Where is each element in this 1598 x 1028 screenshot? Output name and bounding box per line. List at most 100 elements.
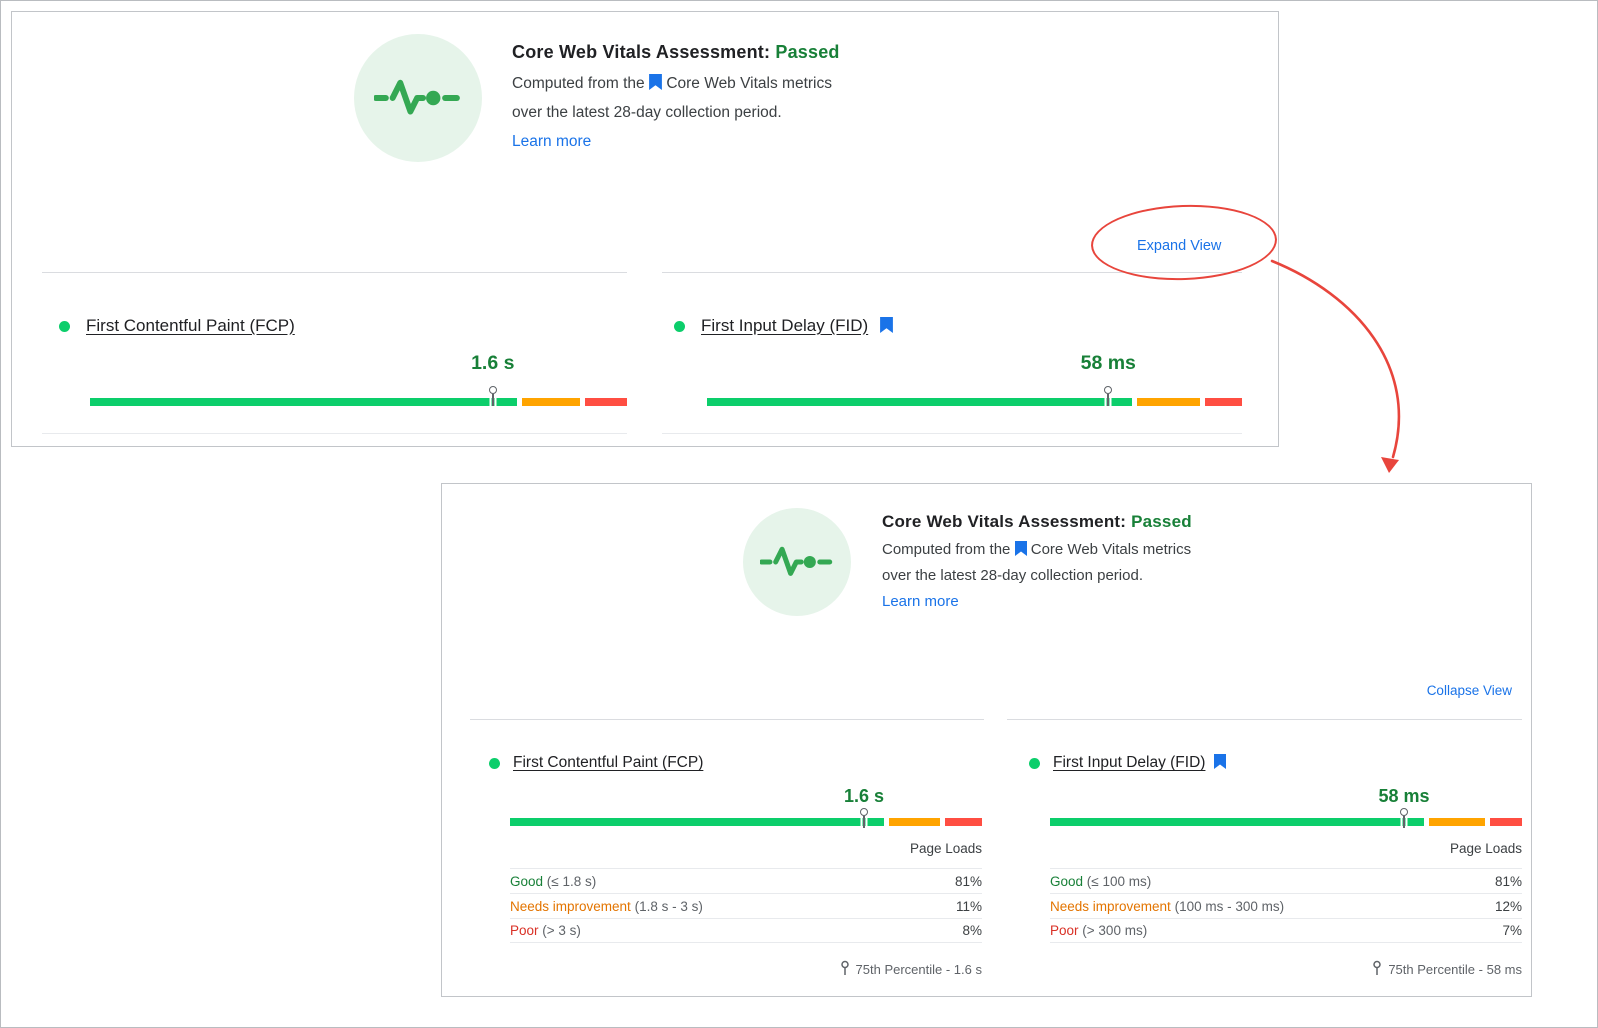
collapsed-panel: Core Web Vitals Assessment: Passed Compu…: [11, 11, 1279, 447]
fcp-metric-link[interactable]: First Contentful Paint (FCP): [513, 754, 704, 771]
fid-needs-improvement-segment: [1137, 398, 1201, 406]
desc-prefix: Computed from the: [512, 75, 645, 92]
fid-value: 58 ms: [1080, 352, 1136, 374]
fid-poor-row: Poor (> 300 ms) 7%: [1050, 918, 1522, 943]
fid-needs-improvement-row: Needs improvement (100 ms - 300 ms) 12%: [1050, 893, 1522, 918]
row-value: 7%: [1502, 923, 1522, 938]
desc-metrics-label: Core Web Vitals metrics: [1030, 541, 1192, 558]
fcp-bar: [90, 398, 627, 406]
divider: [662, 272, 1242, 273]
assessment-description: Computed from the Core Web Vitals metric…: [882, 537, 1302, 615]
bookmark-icon: [880, 316, 894, 336]
divider: [1007, 719, 1522, 720]
fid-good-row: Good (≤ 100 ms) 81%: [1050, 868, 1522, 893]
row-label-needs-improvement: Needs improvement: [1050, 898, 1171, 914]
divider: [470, 719, 984, 720]
row-value: 81%: [954, 873, 982, 889]
fcp-good-segment: [510, 818, 885, 826]
expand-view-link[interactable]: Expand View: [1137, 238, 1222, 254]
assessment-title-text: Core Web Vitals Assessment:: [512, 42, 771, 62]
bookmark-icon: [649, 74, 662, 92]
pulse-line-icon: [374, 79, 460, 115]
percentile-marker-icon: [839, 960, 851, 979]
row-label-needs-improvement: Needs improvement: [510, 898, 631, 914]
core-web-vitals-pulse-icon: [743, 508, 851, 616]
fid-distribution-bar: 58 ms: [1050, 786, 1522, 830]
assessment-header: Core Web Vitals Assessment: Passed Compu…: [882, 512, 1302, 615]
divider: [42, 272, 627, 273]
row-range: (1.8 s - 3 s): [634, 898, 703, 914]
pulse-line-icon: [760, 546, 833, 576]
collapse-view-link[interactable]: Collapse View: [1426, 683, 1512, 698]
assessment-title-text: Core Web Vitals Assessment:: [882, 512, 1127, 531]
fid-metric-link[interactable]: First Input Delay (FID): [701, 316, 869, 335]
row-value: 81%: [1494, 873, 1522, 889]
fcp-needs-improvement-segment: [521, 398, 580, 406]
fcp-needs-improvement-row: Needs improvement (1.8 s - 3 s) 11%: [510, 893, 982, 918]
fcp-percentile-text: 75th Percentile - 1.6 s: [855, 962, 982, 977]
fcp-poor-segment: [584, 398, 627, 406]
fcp-value: 1.6 s: [843, 786, 885, 806]
fid-good-status-dot: [674, 320, 685, 332]
metric-fid-header: First Input Delay (FID): [1029, 752, 1227, 774]
fcp-p75-marker-icon: [488, 386, 497, 406]
divider: [42, 433, 627, 434]
percentile-marker-icon: [1371, 960, 1383, 979]
metric-fcp-header: First Contentful Paint (FCP): [489, 752, 703, 774]
desc-line2: over the latest 28-day collection period…: [882, 567, 1143, 584]
core-web-vitals-pulse-icon: [354, 34, 482, 162]
fcp-metric-link[interactable]: First Contentful Paint (FCP): [86, 316, 295, 335]
fid-percentile: 75th Percentile - 58 ms: [1050, 943, 1522, 979]
assessment-header: Core Web Vitals Assessment: Passed Compu…: [512, 42, 952, 156]
fcp-needs-improvement-segment: [889, 818, 941, 826]
fcp-poor-segment: [945, 818, 982, 826]
fid-percentile-text: 75th Percentile - 58 ms: [1388, 962, 1522, 977]
fid-good-segment: [707, 398, 1133, 406]
assessment-description: Computed from the Core Web Vitals metric…: [512, 69, 952, 156]
assessment-title: Core Web Vitals Assessment: Passed: [512, 42, 952, 63]
row-range: (> 300 ms): [1082, 923, 1148, 938]
fcp-percentile: 75th Percentile - 1.6 s: [510, 943, 982, 979]
fcp-good-status-dot: [59, 320, 70, 332]
fcp-distribution-bar: 1.6 s: [510, 786, 982, 830]
fid-metric-link[interactable]: First Input Delay (FID): [1053, 754, 1206, 771]
fcp-distribution-bar: 1.6 s: [90, 352, 627, 408]
fcp-poor-row: Poor (> 3 s) 8%: [510, 918, 982, 943]
row-value: 8%: [962, 923, 982, 938]
fcp-details: Page Loads Good (≤ 1.8 s) 81% Needs impr…: [510, 834, 982, 979]
fid-bar: [1050, 818, 1522, 826]
desc-line2: over the latest 28-day collection period…: [512, 104, 782, 121]
fid-bar: [707, 398, 1242, 406]
assessment-status: Passed: [775, 42, 840, 62]
row-label-poor: Poor: [510, 923, 539, 938]
fid-details: Page Loads Good (≤ 100 ms) 81% Needs imp…: [1050, 834, 1522, 979]
fid-p75-marker-icon: [1104, 386, 1113, 406]
row-range: (> 3 s): [542, 923, 581, 938]
row-label-good: Good: [510, 873, 544, 889]
assessment-title: Core Web Vitals Assessment: Passed: [882, 512, 1302, 532]
fid-distribution-bar: 58 ms: [707, 352, 1242, 408]
bookmark-icon: [1014, 541, 1027, 558]
page-loads-label: Page Loads: [909, 841, 982, 856]
row-label-good: Good: [1050, 873, 1084, 889]
fcp-bar: [510, 818, 982, 826]
assessment-status: Passed: [1131, 512, 1192, 531]
row-range: (≤ 100 ms): [1086, 873, 1152, 889]
learn-more-link[interactable]: Learn more: [882, 593, 959, 610]
learn-more-link[interactable]: Learn more: [512, 133, 592, 150]
fid-value: 58 ms: [1378, 786, 1430, 806]
row-label-poor: Poor: [1050, 923, 1079, 938]
metric-fid-header: First Input Delay (FID): [674, 315, 894, 337]
fcp-p75-marker-icon: [860, 808, 868, 828]
expanded-panel: Core Web Vitals Assessment: Passed Compu…: [441, 483, 1532, 997]
fcp-good-status-dot: [489, 757, 500, 769]
desc-metrics-label: Core Web Vitals metrics: [666, 75, 832, 92]
fid-poor-segment: [1205, 398, 1242, 406]
fcp-value: 1.6 s: [471, 352, 515, 374]
fcp-good-segment: [90, 398, 517, 406]
row-value: 11%: [955, 898, 982, 914]
row-range: (≤ 1.8 s): [546, 873, 597, 889]
page-loads-label: Page Loads: [1449, 841, 1522, 856]
metric-fcp-header: First Contentful Paint (FCP): [59, 315, 295, 337]
bookmark-icon: [1214, 754, 1227, 772]
